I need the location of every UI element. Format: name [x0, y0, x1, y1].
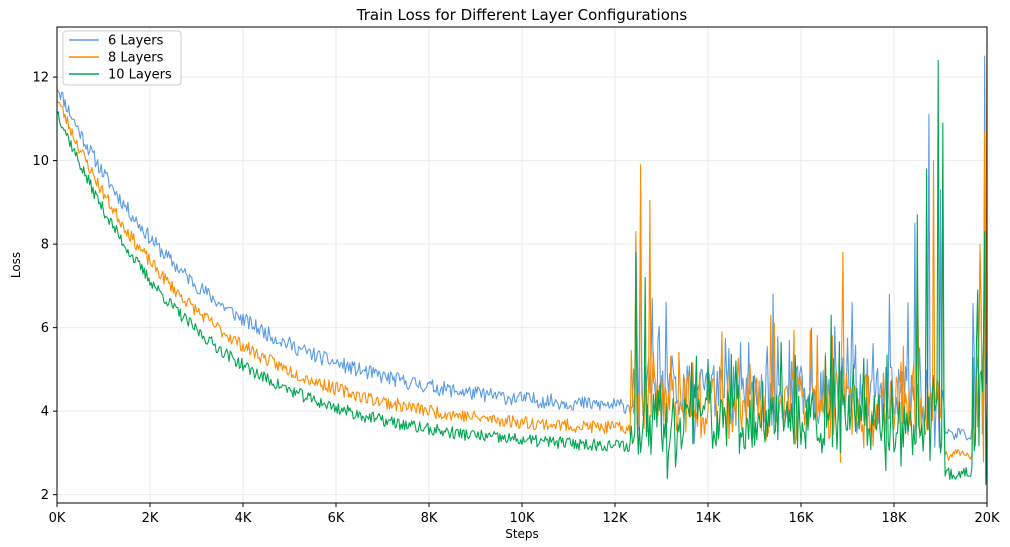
- legend: 6 Layers 8 Layers 10 Layers: [62, 30, 182, 86]
- y-tick-label: 10: [32, 154, 49, 169]
- legend-label: 6 Layers: [108, 34, 164, 49]
- x-tick-label: 8K: [421, 511, 438, 526]
- y-tick-label: 8: [41, 238, 49, 253]
- x-tick-label: 20K: [974, 511, 1000, 526]
- legend-label: 10 Layers: [108, 68, 172, 83]
- y-tick-label: 12: [32, 71, 49, 86]
- x-tick-label: 4K: [235, 511, 252, 526]
- y-axis-ticks: 2 4 6 8 10 12: [32, 71, 57, 503]
- series-lines: [56, 43, 988, 486]
- x-tick-label: 18K: [881, 511, 907, 526]
- x-axis-ticks: 0K 2K 4K 6K 8K 10K 12K 14K 16K 18K 20K: [49, 503, 1000, 526]
- x-tick-label: 6K: [328, 511, 345, 526]
- x-tick-label: 14K: [695, 511, 721, 526]
- y-tick-label: 2: [41, 488, 49, 503]
- y-tick-label: 6: [41, 321, 49, 336]
- x-tick-label: 10K: [509, 511, 535, 526]
- x-axis-label: Steps: [505, 527, 539, 541]
- x-tick-label: 12K: [602, 511, 628, 526]
- x-tick-label: 2K: [142, 511, 159, 526]
- y-axis-label: Loss: [9, 252, 23, 278]
- x-tick-label: 0K: [49, 511, 66, 526]
- x-tick-label: 16K: [788, 511, 814, 526]
- grid: [56, 27, 988, 503]
- chart-title: Train Loss for Different Layer Configura…: [356, 6, 688, 24]
- series-line-10-layers: [56, 59, 988, 486]
- legend-label: 8 Layers: [108, 51, 164, 66]
- legend-box: [62, 30, 182, 86]
- y-tick-label: 4: [41, 405, 49, 420]
